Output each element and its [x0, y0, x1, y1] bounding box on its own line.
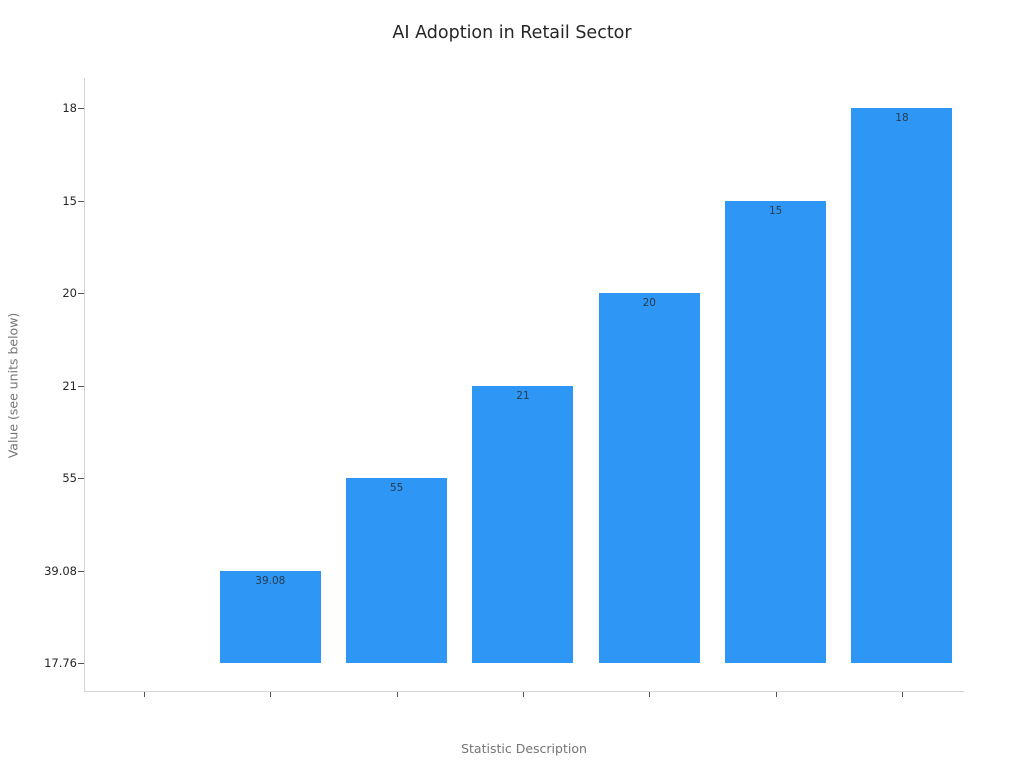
x-tick-mark [522, 692, 524, 697]
y-tick-mark [78, 663, 84, 664]
bar [725, 200, 827, 663]
bar [472, 385, 574, 663]
y-tick-mark [78, 478, 84, 479]
bar-value-label: 55 [389, 482, 404, 494]
y-tick-label: 21 [62, 378, 77, 393]
x-tick-mark [144, 692, 145, 697]
bar-value-label: 18 [895, 112, 909, 124]
bar-value-label: 20 [642, 297, 656, 309]
bar [851, 108, 953, 663]
bar [598, 293, 700, 663]
bar [219, 570, 321, 663]
chart-title: AI Adoption in Retail Sector [392, 23, 632, 43]
y-tick-mark [78, 570, 84, 572]
y-tick-mark [78, 200, 84, 202]
y-tick-label: 39.08 [44, 563, 77, 578]
y-tick-label: 55 [62, 471, 77, 485]
y-tick-label: 18 [62, 101, 77, 115]
bar-value-label: 39.08 [255, 574, 286, 587]
y-tick-mark [78, 108, 84, 109]
y-tick-label: 15 [62, 193, 77, 208]
x-axis-label: Statistic Description [461, 741, 587, 756]
y-tick-mark [78, 293, 84, 294]
x-tick-mark [775, 692, 777, 697]
bar [346, 478, 448, 663]
x-tick-mark [396, 692, 398, 697]
y-tick-mark [78, 385, 84, 387]
bar-value-label: 21 [516, 389, 530, 402]
y-axis-label: Value (see units below) [5, 312, 21, 459]
x-tick-mark [270, 692, 272, 697]
y-tick-label: 20 [62, 286, 77, 300]
bar-value-label: 15 [768, 204, 783, 217]
x-tick-mark [901, 692, 903, 697]
x-tick-mark [649, 692, 651, 697]
y-tick-label: 17.76 [44, 656, 77, 670]
